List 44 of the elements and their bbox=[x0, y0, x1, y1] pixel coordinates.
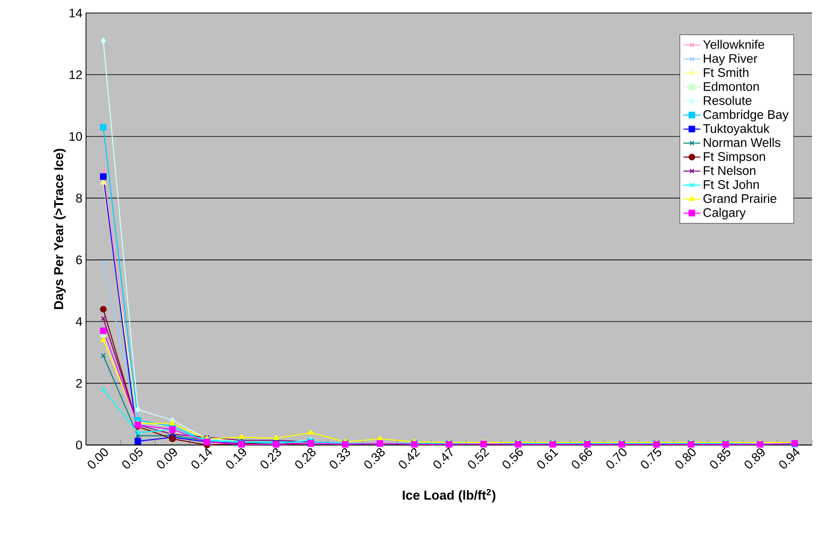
x-tick-label: 0.52 bbox=[468, 448, 490, 468]
y-axis-title: Days Per Year (>Trace Ice) bbox=[54, 148, 66, 309]
legend-label: Resolute bbox=[704, 96, 752, 105]
x-tick-label: 0.89 bbox=[744, 448, 765, 468]
x-tick-label: 0.66 bbox=[572, 448, 592, 468]
x-tick-label: 0.47 bbox=[433, 447, 453, 468]
x-tick-label: 0.42 bbox=[398, 448, 420, 468]
legend-label: Norman Wells bbox=[704, 138, 780, 147]
y-tick-label: 14 bbox=[70, 8, 82, 18]
legend-label: Ft Smith bbox=[704, 68, 748, 77]
legend-label: Calgary bbox=[703, 208, 746, 220]
legend-label: Hay River bbox=[704, 54, 758, 66]
y-tick-label: 2 bbox=[76, 378, 82, 388]
legend-label: Grand Prairie bbox=[703, 194, 776, 203]
x-tick-label: 0.94 bbox=[779, 448, 800, 468]
legend-label: Edmonton bbox=[704, 82, 759, 91]
legend-label: Tuktoyaktuk bbox=[703, 124, 770, 136]
x-axis-title: Ice Load (lb/ft$^{2}$) bbox=[402, 488, 496, 502]
x-tick-label: 0.61 bbox=[537, 448, 558, 468]
x-tick-label: 0.80 bbox=[675, 448, 696, 468]
x-tick-label: 0.19 bbox=[226, 448, 246, 468]
x-tick-label: 0.56 bbox=[502, 448, 523, 468]
y-tick-label: 6 bbox=[76, 255, 82, 264]
y-tick-label: 8 bbox=[76, 194, 82, 203]
x-tick-label: 0.14 bbox=[191, 448, 212, 468]
legend-label: Yellowknife bbox=[703, 40, 764, 49]
legend-label: Ft St John bbox=[704, 180, 759, 189]
x-tick-label: 0.85 bbox=[710, 448, 730, 468]
x-tick-label: 0.09 bbox=[156, 448, 177, 468]
legend-label: Cambridge Bay bbox=[703, 110, 789, 122]
x-tick-label: 0.38 bbox=[364, 448, 385, 468]
x-tick-label: 0.28 bbox=[295, 448, 316, 468]
x-tick-label: 0.70 bbox=[606, 448, 626, 468]
x-tick-label: 0.00 bbox=[88, 448, 108, 468]
x-tick-label: 0.75 bbox=[640, 448, 662, 468]
legend-label: Ft Simpson bbox=[704, 152, 765, 164]
x-tick-label: 0.05 bbox=[122, 448, 143, 468]
x-tick-label: 0.33 bbox=[330, 448, 350, 468]
y-tick-label: 12 bbox=[70, 70, 82, 80]
y-tick-label: 0 bbox=[76, 440, 82, 450]
y-tick-label: 4 bbox=[76, 317, 82, 326]
x-tick-label: 0.23 bbox=[260, 448, 282, 468]
y-tick-label: 10 bbox=[70, 132, 82, 141]
legend-label: Ft Nelson bbox=[704, 166, 756, 175]
